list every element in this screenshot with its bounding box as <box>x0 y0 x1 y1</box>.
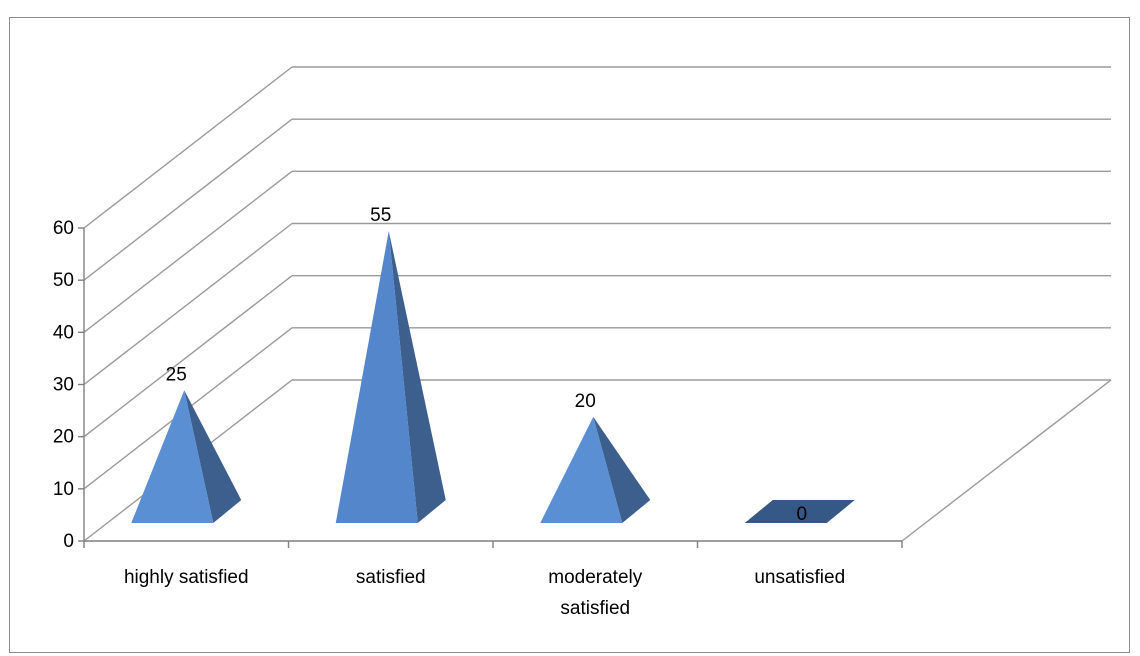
x-category-label: unsatisfied <box>754 567 845 588</box>
y-tick-label: 40 <box>53 322 74 343</box>
y-tick-label: 20 <box>53 427 74 448</box>
pyramid-side-face <box>593 416 651 523</box>
data-label: 25 <box>166 364 187 385</box>
x-category-label-line: moderately <box>548 567 642 588</box>
bar-layer <box>131 231 855 523</box>
data-label: 20 <box>575 391 596 412</box>
side-gridline <box>83 222 293 386</box>
side-gridline <box>83 275 293 438</box>
y-tick-label: 50 <box>53 270 74 291</box>
x-category-label-line: satisfied <box>356 567 426 588</box>
grid-layer <box>83 66 1112 542</box>
side-gridline <box>83 170 293 333</box>
x-category-label-line: unsatisfied <box>754 567 845 588</box>
side-gridline <box>83 66 293 229</box>
x-category-label-line: satisfied <box>560 598 630 619</box>
x-category-label-line: highly satisfied <box>124 567 249 588</box>
y-tick-label: 10 <box>53 479 74 500</box>
y-tick-label: 60 <box>53 218 74 239</box>
label-layer: 25 55 20 0 <box>166 205 807 525</box>
y-tick-label: 0 <box>63 531 74 552</box>
x-category-label: satisfied <box>356 567 426 588</box>
pyramid-front-face <box>540 416 623 523</box>
side-gridline <box>83 118 293 281</box>
data-label: 0 <box>796 504 807 525</box>
pyramid-front-face <box>131 390 214 523</box>
x-category-label: highly satisfied <box>124 567 249 588</box>
pyramid-front-face <box>335 231 418 523</box>
pyramid-flat-base <box>744 500 855 523</box>
y-tick-label: 30 <box>53 375 74 396</box>
x-category-label: moderately satisfied <box>548 567 642 619</box>
pyramid-side-face <box>184 390 242 523</box>
floor-edge <box>901 379 1112 542</box>
pyramid-side-face <box>388 231 446 523</box>
data-label: 55 <box>370 205 391 226</box>
chart-border <box>9 17 1130 653</box>
